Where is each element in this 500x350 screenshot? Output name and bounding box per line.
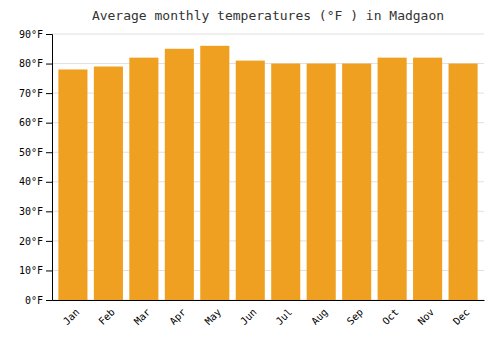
x-tick-label: Sep — [345, 306, 366, 327]
y-tick-mark — [46, 93, 52, 94]
y-tick: 60°F — [19, 117, 52, 128]
bar — [94, 67, 123, 300]
y-tick-label: 10°F — [19, 265, 43, 276]
y-tick-label: 20°F — [19, 236, 43, 247]
title: Average monthly temperatures (°F ) in Ma… — [92, 8, 444, 23]
y-tick: 40°F — [19, 176, 52, 187]
y-tick: 90°F — [19, 29, 52, 40]
x-tick-label: May — [203, 306, 224, 327]
x-tick: Jul — [274, 306, 295, 327]
y-tick-label: 90°F — [19, 29, 43, 40]
x-tick-label: Dec — [451, 306, 472, 327]
x-tick: Jun — [238, 306, 259, 327]
y-tick-mark — [46, 34, 52, 35]
bar — [449, 64, 478, 300]
y-tick-label: 70°F — [19, 88, 43, 99]
y-tick: 10°F — [19, 265, 52, 276]
x-tick-label: Jun — [238, 306, 259, 327]
bar — [342, 64, 371, 300]
chart: Jan Feb Mar Apr May Jun Jul Aug Sep Oct Nov Dec 0°F 1… — [0, 0, 500, 350]
x-tick: Apr — [167, 306, 188, 327]
x-tick-label: Jul — [274, 306, 295, 327]
y-tick: 50°F — [19, 147, 52, 158]
y-tick-mark — [46, 64, 52, 65]
x-tick: May — [203, 306, 224, 327]
y-tick-mark — [46, 300, 52, 301]
plot: Jan Feb Mar Apr May Jun Jul Aug Sep Oct Nov Dec 0°F 1… — [19, 29, 485, 327]
x-tick-label: Apr — [167, 306, 188, 327]
x-tick-label: Jan — [61, 306, 82, 327]
bar — [378, 58, 407, 300]
y-tick-mark — [46, 123, 52, 124]
bar — [413, 58, 442, 300]
bar — [58, 69, 87, 300]
y-axis: 0°F 10°F 20°F 30°F 40°F 50°F 60°F 70°F 80°F 90°F — [19, 29, 53, 306]
bar — [236, 61, 265, 300]
y-tick-mark — [46, 211, 52, 212]
x-tick: Mar — [132, 306, 153, 327]
y-tick-label: 30°F — [19, 206, 43, 217]
y-tick-label: 60°F — [19, 117, 43, 128]
x-tick: Nov — [416, 306, 437, 327]
y-tick-label: 40°F — [19, 176, 43, 187]
x-axis-line — [53, 300, 485, 301]
y-tick: 80°F — [19, 58, 52, 69]
y-tick: 20°F — [19, 236, 52, 247]
y-axis-line — [46, 35, 53, 301]
x-tick: Aug — [309, 306, 330, 327]
bar — [271, 64, 300, 300]
y-tick: 70°F — [19, 88, 52, 99]
y-tick-mark — [46, 270, 52, 271]
x-tick-label: Aug — [309, 306, 330, 327]
x-tick: Dec — [451, 306, 472, 327]
y-tick-label: 0°F — [25, 295, 43, 306]
y-tick-label: 80°F — [19, 58, 43, 69]
bar — [165, 49, 194, 300]
y-tick-mark — [46, 241, 52, 242]
x-tick-label: Mar — [132, 306, 153, 327]
bar — [200, 46, 229, 300]
grid — [52, 34, 484, 300]
x-tick: Sep — [345, 306, 366, 327]
y-tick: 0°F — [25, 295, 52, 306]
x-tick-label: Feb — [96, 306, 117, 327]
x-tick-label: Oct — [380, 306, 401, 327]
x-tick-label: Nov — [416, 306, 437, 327]
y-tick-mark — [46, 182, 52, 183]
x-tick: Feb — [96, 306, 117, 327]
bars — [58, 46, 477, 300]
grid-line — [52, 34, 484, 35]
x-axis: Jan Feb Mar Apr May Jun Jul Aug Sep Oct Nov Dec — [53, 301, 485, 327]
bar — [307, 64, 336, 300]
y-tick-mark — [46, 152, 52, 153]
y-tick-label: 50°F — [19, 147, 43, 158]
x-tick: Jan — [61, 306, 82, 327]
y-tick: 30°F — [19, 206, 52, 217]
x-tick: Oct — [380, 306, 401, 327]
bar — [129, 58, 158, 300]
